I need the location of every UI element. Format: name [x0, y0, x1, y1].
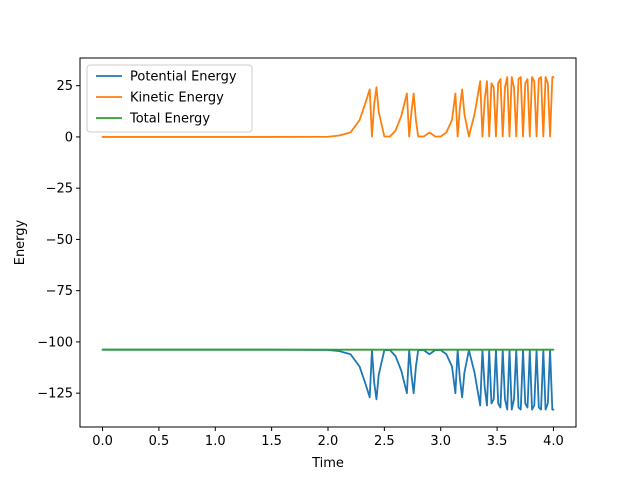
- x-tick-label: 2.5: [374, 434, 395, 449]
- y-tick-label: −50: [46, 233, 73, 248]
- axes-layer: 0.0 0.5 1.0 1.5 2.0 2.5 3.0 3.5 4.0 25 0 −25 −50 −75 −…: [13, 57, 577, 471]
- x-axis-label: Time: [311, 456, 344, 471]
- legend-label: Kinetic Energy: [130, 91, 224, 106]
- y-tick-label: −75: [46, 284, 73, 299]
- y-tick-label: −100: [37, 335, 73, 350]
- y-tick-label: −25: [46, 182, 73, 197]
- y-tick-label: 0: [65, 130, 73, 145]
- legend: Potential Energy Kinetic Energy Total Ener…: [86, 64, 253, 133]
- y-tick-label: −125: [37, 387, 73, 402]
- x-tick-label: 1.5: [261, 434, 282, 449]
- series-line-kinetic-energy: [101, 76, 555, 138]
- x-tick-label: 3.0: [430, 434, 451, 449]
- x-tick-label: 2.0: [318, 434, 339, 449]
- legend-label: Potential Energy: [130, 70, 237, 85]
- x-tick-label: 1.0: [205, 434, 226, 449]
- x-tick-label: 0.5: [149, 434, 170, 449]
- x-tick-label: 0.0: [92, 434, 113, 449]
- legend-box: [86, 64, 253, 133]
- y-tick-label: 25: [56, 79, 73, 94]
- series-layer: [101, 76, 555, 411]
- series-line-potential-energy: [101, 348, 555, 411]
- legend-label: Total Energy: [129, 112, 210, 127]
- y-axis-label: Energy: [13, 219, 28, 265]
- x-tick-label: 3.5: [487, 434, 508, 449]
- x-tick-label: 4.0: [543, 434, 564, 449]
